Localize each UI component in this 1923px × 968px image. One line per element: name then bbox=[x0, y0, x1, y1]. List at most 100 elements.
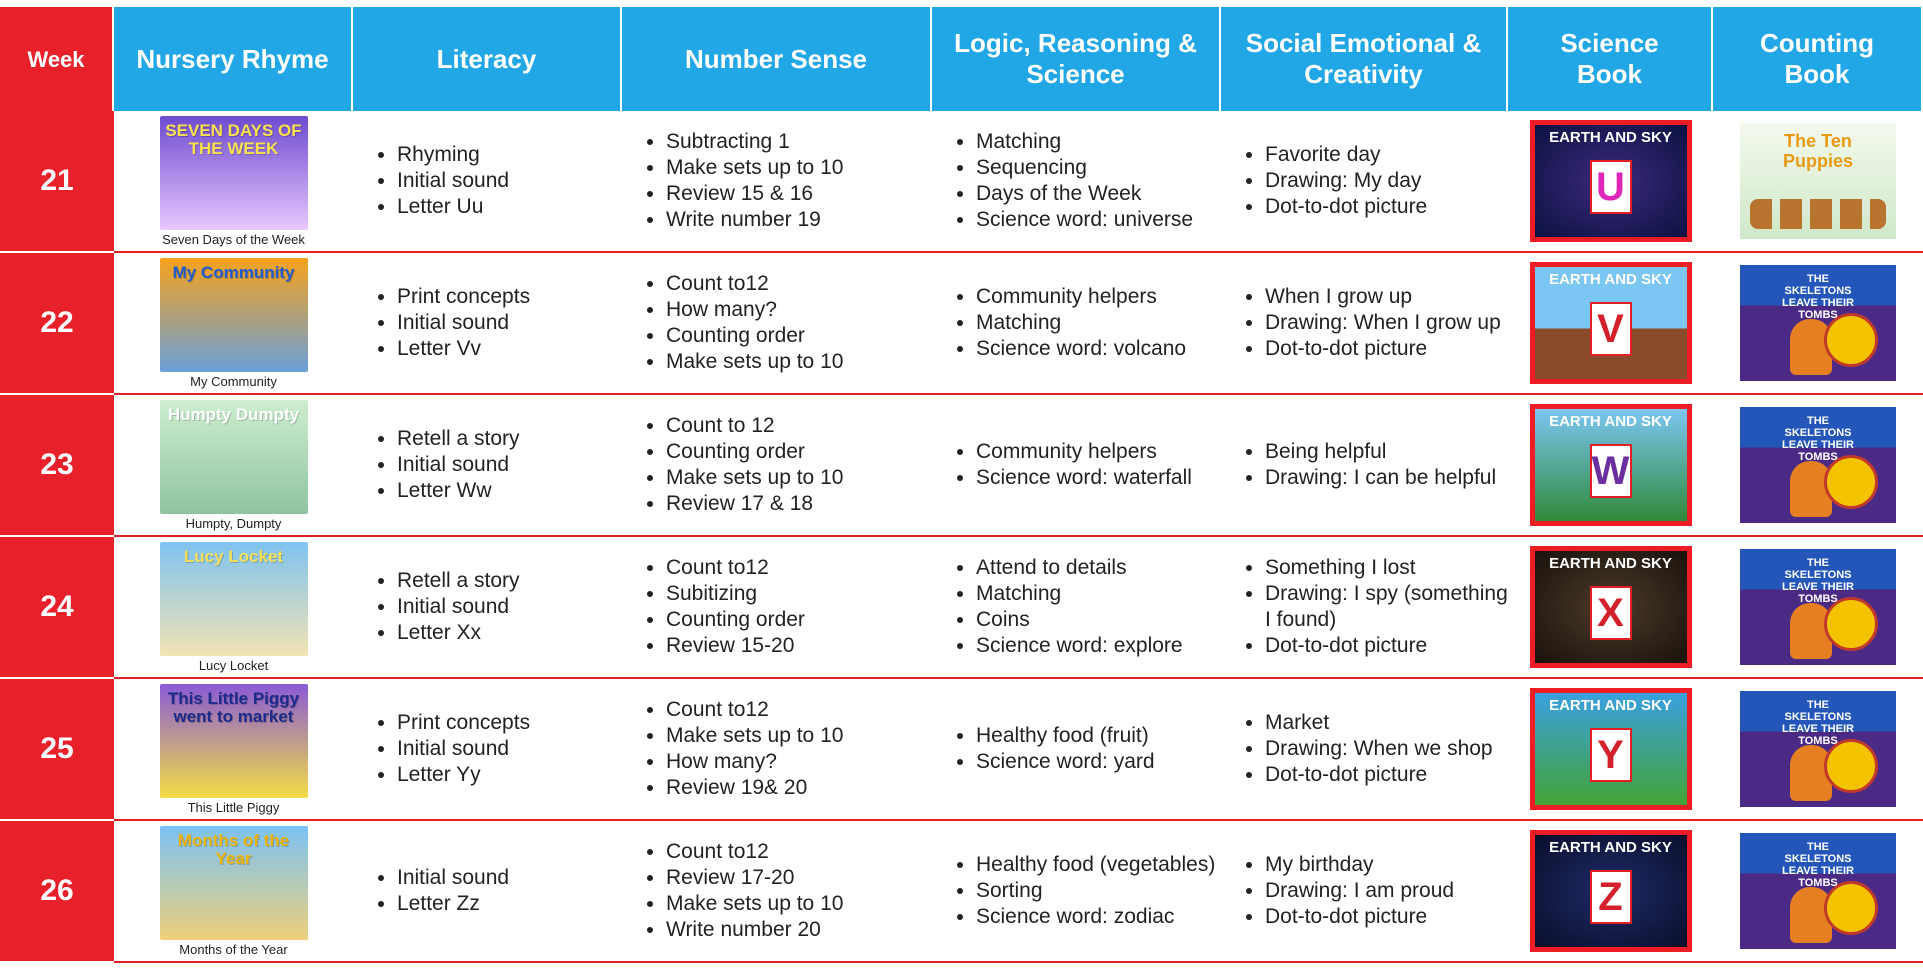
logic-cell: MatchingSequencingDays of the WeekScienc… bbox=[932, 111, 1221, 253]
bullet-item: Initial sound bbox=[397, 865, 509, 891]
bullet-item: Drawing: I am proud bbox=[1265, 878, 1454, 904]
cover-title: EARTH AND SKY bbox=[1549, 839, 1672, 856]
bullet-list: MarketDrawing: When we shopDot-to-dot pi… bbox=[1221, 710, 1493, 788]
counting-cover: THE SKELETONS LEAVE THEIR TOMBS bbox=[1740, 549, 1896, 665]
cover-art bbox=[1824, 313, 1878, 367]
bullet-list: Attend to detailsMatchingCoinsScience wo… bbox=[932, 555, 1183, 659]
bullet-list: Count to12SubitizingCounting orderReview… bbox=[622, 555, 805, 659]
logic-cell: Healthy food (fruit)Science word: yard bbox=[932, 679, 1221, 821]
column-header: Literacy bbox=[353, 7, 622, 111]
bullet-item: Letter Xx bbox=[397, 620, 520, 646]
bullet-item: Drawing: When we shop bbox=[1265, 736, 1493, 762]
rhyme-cell: SEVEN DAYS OF THE WEEK Seven Days of the … bbox=[114, 111, 353, 253]
bullet-item: Make sets up to 10 bbox=[666, 349, 843, 375]
bullet-item: When I grow up bbox=[1265, 284, 1501, 310]
bullet-item: Review 17-20 bbox=[666, 865, 843, 891]
bullet-list: Healthy food (fruit)Science word: yard bbox=[932, 723, 1155, 775]
week-number: 25 bbox=[0, 679, 114, 821]
rhyme-cover: Humpty Dumpty bbox=[159, 399, 308, 514]
bullet-item: Retell a story bbox=[397, 426, 520, 452]
number-sense-cell: Subtracting 1Make sets up to 10Review 15… bbox=[622, 111, 932, 253]
cover-caption: This Little Piggy bbox=[187, 799, 280, 815]
literacy-cell: Print conceptsInitial soundLetter Vv bbox=[353, 253, 622, 395]
cover-letter: Z bbox=[1589, 870, 1632, 924]
cover-caption: My Community bbox=[190, 373, 277, 389]
bullet-item: How many? bbox=[666, 297, 843, 323]
cover-art bbox=[1824, 455, 1878, 509]
column-header: Social Emotional & Creativity bbox=[1221, 7, 1508, 111]
science-cover: EARTH AND SKY X bbox=[1529, 546, 1692, 668]
cover-letter: X bbox=[1589, 586, 1632, 640]
rhyme-cover: Lucy Locket bbox=[159, 541, 308, 656]
bullet-list: RhymingInitial soundLetter Uu bbox=[353, 142, 509, 220]
bullet-item: Initial sound bbox=[397, 594, 520, 620]
bullet-list: Print conceptsInitial soundLetter Yy bbox=[353, 710, 530, 788]
bullet-item: Sorting bbox=[976, 878, 1215, 904]
cover-title: THE SKELETONS LEAVE THEIR TOMBS bbox=[1782, 557, 1854, 605]
counting-cell: The Ten Puppies bbox=[1713, 111, 1923, 253]
logic-cell: Community helpersMatchingScience word: v… bbox=[932, 253, 1221, 395]
bullet-item: Write number 20 bbox=[666, 917, 843, 943]
bullet-item: Science word: universe bbox=[976, 207, 1193, 233]
bullet-item: Letter Ww bbox=[397, 478, 520, 504]
week-number: 21 bbox=[0, 111, 114, 253]
column-header: Nursery Rhyme bbox=[114, 7, 353, 111]
social-cell: When I grow upDrawing: When I grow upDot… bbox=[1221, 253, 1508, 395]
cover-title: EARTH AND SKY bbox=[1549, 413, 1672, 430]
literacy-cell: Retell a storyInitial soundLetter Ww bbox=[353, 395, 622, 537]
cover-caption: Months of the Year bbox=[179, 941, 288, 957]
cover-title: This Little Piggy went to market bbox=[167, 688, 300, 726]
column-header: Number Sense bbox=[622, 7, 932, 111]
bullet-list: Healthy food (vegetables)SortingScience … bbox=[932, 852, 1215, 930]
cover-title: THE SKELETONS LEAVE THEIR TOMBS bbox=[1782, 841, 1854, 889]
bullet-list: My birthdayDrawing: I am proudDot-to-dot… bbox=[1221, 852, 1454, 930]
column-header: Logic, Reasoning & Science bbox=[932, 7, 1221, 111]
bullet-item: Coins bbox=[976, 607, 1183, 633]
bullet-item: Days of the Week bbox=[976, 181, 1193, 207]
bullet-list: Count to12Review 17-20Make sets up to 10… bbox=[622, 839, 843, 943]
bullet-item: Print concepts bbox=[397, 710, 530, 736]
bullet-item: Community helpers bbox=[976, 439, 1192, 465]
bullet-item: Dot-to-dot picture bbox=[1265, 904, 1454, 930]
bullet-item: Count to12 bbox=[666, 271, 843, 297]
cover-title: EARTH AND SKY bbox=[1549, 129, 1672, 146]
rhyme-cover: Months of the Year bbox=[159, 825, 308, 940]
cover-art bbox=[1824, 739, 1878, 793]
counting-cover: THE SKELETONS LEAVE THEIR TOMBS bbox=[1740, 265, 1896, 381]
rhyme-cover: SEVEN DAYS OF THE WEEK bbox=[159, 115, 308, 230]
social-cell: My birthdayDrawing: I am proudDot-to-dot… bbox=[1221, 821, 1508, 963]
science-cell: EARTH AND SKY X bbox=[1508, 537, 1713, 679]
bullet-item: Count to12 bbox=[666, 555, 805, 581]
bullet-item: Initial sound bbox=[397, 310, 530, 336]
bullet-item: How many? bbox=[666, 749, 843, 775]
bullet-item: Dot-to-dot picture bbox=[1265, 336, 1501, 362]
bullet-item: Matching bbox=[976, 581, 1183, 607]
bullet-list: Initial soundLetter Zz bbox=[353, 865, 509, 917]
science-cover: EARTH AND SKY V bbox=[1529, 262, 1692, 384]
cover-caption: Lucy Locket bbox=[198, 657, 269, 673]
bullet-item: Count to12 bbox=[666, 839, 843, 865]
bullet-list: Count to 12Counting orderMake sets up to… bbox=[622, 413, 843, 517]
column-header: Science Book bbox=[1508, 7, 1713, 111]
literacy-cell: Retell a storyInitial soundLetter Xx bbox=[353, 537, 622, 679]
bullet-item: Sequencing bbox=[976, 155, 1193, 181]
column-header: Counting Book bbox=[1713, 7, 1923, 111]
bullet-item: Matching bbox=[976, 129, 1193, 155]
literacy-cell: RhymingInitial soundLetter Uu bbox=[353, 111, 622, 253]
cover-caption: Humpty, Dumpty bbox=[185, 515, 282, 531]
bullet-item: Review 15-20 bbox=[666, 633, 805, 659]
bullet-item: Subtracting 1 bbox=[666, 129, 843, 155]
bullet-list: Something I lostDrawing: I spy (somethin… bbox=[1221, 555, 1508, 659]
bullet-item: Letter Zz bbox=[397, 891, 509, 917]
bullet-item: Drawing: My day bbox=[1265, 168, 1427, 194]
bullet-list: Retell a storyInitial soundLetter Ww bbox=[353, 426, 520, 504]
science-cover: EARTH AND SKY U bbox=[1529, 120, 1692, 242]
bullet-item: Subitizing bbox=[666, 581, 805, 607]
bullet-list: Print conceptsInitial soundLetter Vv bbox=[353, 284, 530, 362]
number-sense-cell: Count to12SubitizingCounting orderReview… bbox=[622, 537, 932, 679]
bullet-item: Rhyming bbox=[397, 142, 509, 168]
bullet-item: Drawing: When I grow up bbox=[1265, 310, 1501, 336]
column-header: Week bbox=[0, 7, 114, 111]
bullet-item: Matching bbox=[976, 310, 1186, 336]
